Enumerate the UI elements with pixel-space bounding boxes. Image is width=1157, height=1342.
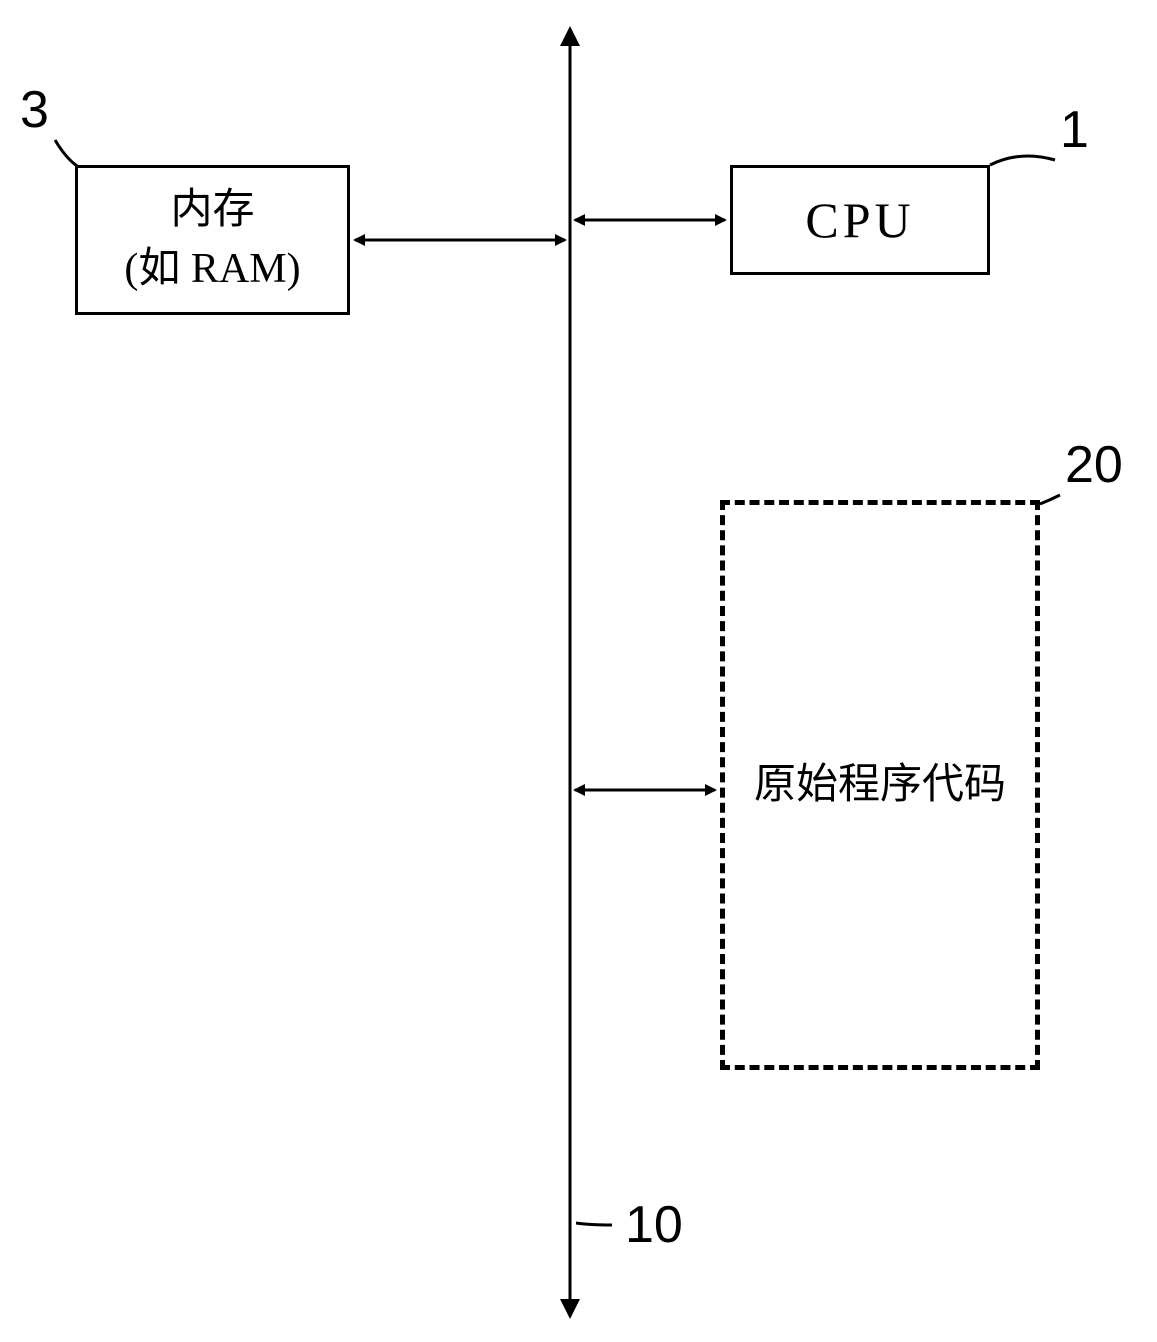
source-code-label: 原始程序代码	[754, 756, 1006, 815]
diagram-container: 内存 (如 RAM) CPU 原始程序代码 3 1 20 10	[0, 0, 1157, 1342]
cpu-box: CPU	[730, 165, 990, 275]
memory-label-1: 内存	[170, 181, 254, 240]
source-code-box: 原始程序代码	[720, 500, 1040, 1070]
memory-box: 内存 (如 RAM)	[75, 165, 350, 315]
source-ref-number: 20	[1065, 435, 1123, 495]
source-leader	[1040, 495, 1060, 504]
bus-leader	[576, 1223, 612, 1225]
bus-ref-number: 10	[625, 1195, 683, 1255]
memory-label-2: (如 RAM)	[124, 240, 300, 299]
cpu-leader	[990, 156, 1055, 165]
memory-ref-number: 3	[20, 80, 49, 140]
cpu-label: CPU	[805, 185, 914, 255]
cpu-ref-number: 1	[1060, 100, 1089, 160]
